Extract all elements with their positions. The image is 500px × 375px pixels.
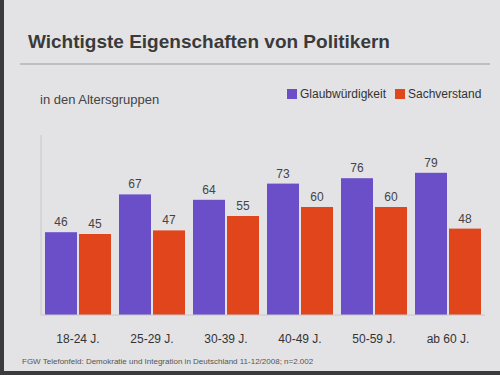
bar: [415, 173, 447, 315]
x-tick-label: 30-39 J.: [204, 332, 247, 346]
x-tick-label: 25-29 J.: [130, 332, 173, 346]
y-axis-line: [41, 135, 42, 315]
data-label: 48: [458, 212, 472, 226]
chart: Wichtigste Eigenschaften von Politikern i…: [0, 0, 500, 375]
bar: [227, 216, 259, 315]
x-tick-label: ab 60 J.: [427, 332, 470, 346]
bar: [79, 234, 111, 315]
x-tick-label: 50-59 J.: [352, 332, 395, 346]
slide-background: [4, 0, 500, 371]
bar: [301, 207, 333, 315]
data-label: 79: [424, 156, 438, 170]
title: Wichtigste Eigenschaften von Politikern: [28, 31, 390, 52]
data-label: 60: [384, 190, 398, 204]
data-label: 60: [310, 190, 324, 204]
x-tick-label: 40-49 J.: [278, 332, 321, 346]
data-label: 76: [350, 161, 364, 175]
bar: [375, 207, 407, 315]
data-label: 64: [202, 183, 216, 197]
data-label: 45: [88, 217, 102, 231]
bar: [341, 178, 373, 315]
data-label: 67: [128, 177, 142, 191]
legend-label: Glaubwürdigkeit: [300, 87, 387, 101]
bar: [193, 200, 225, 315]
data-label: 55: [236, 199, 250, 213]
bar: [449, 229, 481, 315]
data-label: 73: [276, 167, 290, 181]
data-label: 47: [162, 213, 176, 227]
data-labels: 46 67 64 73 76 79 45 47 55 60 60 48: [54, 156, 472, 231]
data-label: 46: [54, 215, 68, 229]
source-note: FGW Telefonfeld: Demokratie und Integrat…: [22, 357, 314, 366]
legend-swatch: [287, 89, 297, 99]
subtitle: in den Altersgruppen: [40, 92, 159, 107]
legend-label: Sachverstand: [408, 87, 481, 101]
x-tick-label: 18-24 J.: [56, 332, 99, 346]
bars: [45, 173, 481, 315]
legend-swatch: [395, 89, 405, 99]
bar: [153, 230, 185, 315]
title-rule: [20, 64, 490, 65]
x-axis-line: [41, 315, 485, 316]
bar: [267, 184, 299, 315]
bar: [45, 232, 77, 315]
bar: [119, 194, 151, 315]
